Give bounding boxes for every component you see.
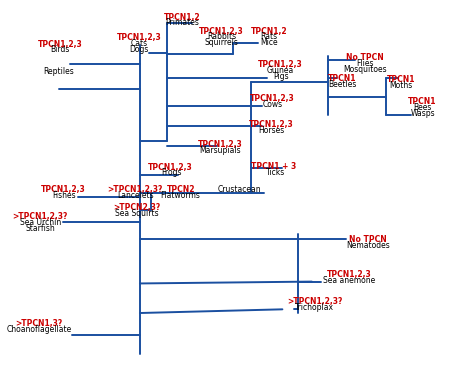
Text: TPCN1,2,3: TPCN1,2,3 bbox=[38, 39, 82, 49]
Text: Choanoflagellate: Choanoflagellate bbox=[6, 325, 72, 334]
Text: >TPCN1,2,3?: >TPCN1,2,3? bbox=[13, 212, 68, 221]
Text: Mosquitoes: Mosquitoes bbox=[342, 65, 386, 74]
Text: Cats: Cats bbox=[130, 39, 147, 48]
Text: TPCN1,2,3: TPCN1,2,3 bbox=[41, 185, 85, 194]
Text: Horses: Horses bbox=[257, 126, 284, 135]
Text: No TPCN: No TPCN bbox=[349, 235, 386, 244]
Text: TPCN1,2,3: TPCN1,2,3 bbox=[198, 140, 242, 150]
Text: TPCN1: TPCN1 bbox=[407, 97, 436, 106]
Text: TPCN1,2,3: TPCN1,2,3 bbox=[248, 120, 293, 129]
Text: TPCN2: TPCN2 bbox=[166, 186, 194, 194]
Text: Lancelets: Lancelets bbox=[117, 191, 153, 200]
Text: Sea anemone: Sea anemone bbox=[323, 276, 375, 285]
Text: Rats: Rats bbox=[260, 33, 277, 42]
Text: TPCN1,2,3: TPCN1,2,3 bbox=[257, 60, 302, 69]
Text: Wasps: Wasps bbox=[409, 109, 434, 118]
Text: Bees: Bees bbox=[413, 103, 431, 112]
Text: TPCN1,2: TPCN1,2 bbox=[250, 27, 287, 36]
Text: Starfish: Starfish bbox=[25, 224, 55, 233]
Text: Beetles: Beetles bbox=[327, 80, 356, 89]
Text: Mice: Mice bbox=[260, 38, 277, 47]
Text: Fishes: Fishes bbox=[52, 191, 75, 200]
Text: TPCN1: TPCN1 bbox=[327, 74, 356, 83]
Text: Moths: Moths bbox=[388, 81, 412, 89]
Text: Birds: Birds bbox=[50, 45, 69, 55]
Text: Squirrels: Squirrels bbox=[204, 38, 238, 47]
Text: Guinea: Guinea bbox=[266, 66, 294, 75]
Text: Sea Squirts: Sea Squirts bbox=[115, 209, 158, 218]
Text: >TPCN1,2,3?: >TPCN1,2,3? bbox=[287, 297, 342, 306]
Text: TPCN1: TPCN1 bbox=[386, 75, 414, 83]
Text: TPCN1,2,3: TPCN1,2,3 bbox=[326, 270, 371, 279]
Text: Nematodes: Nematodes bbox=[346, 241, 389, 250]
Text: Rabbits: Rabbits bbox=[206, 33, 235, 42]
Text: TPCN1,2,3: TPCN1,2,3 bbox=[250, 94, 294, 103]
Text: No TPCN: No TPCN bbox=[345, 53, 383, 62]
Text: >TPCN1,2,3?: >TPCN1,2,3? bbox=[107, 185, 163, 194]
Text: TPCN1,2: TPCN1,2 bbox=[163, 13, 200, 22]
Text: Sea Urchin: Sea Urchin bbox=[20, 218, 61, 227]
Text: Reptiles: Reptiles bbox=[44, 67, 74, 76]
Text: TPCN1,2,3: TPCN1,2,3 bbox=[116, 33, 161, 42]
Text: TPCN1,2,3: TPCN1,2,3 bbox=[199, 27, 243, 36]
Text: TPCN1 + 3: TPCN1 + 3 bbox=[250, 162, 295, 171]
Text: Flatworms: Flatworms bbox=[160, 191, 200, 200]
Text: TPCN1,2,3: TPCN1,2,3 bbox=[148, 162, 193, 171]
Text: Cows: Cows bbox=[262, 100, 282, 109]
Text: >TPCN2,3?: >TPCN2,3? bbox=[113, 203, 160, 212]
Text: Flies: Flies bbox=[355, 59, 373, 68]
Text: Trichoplax: Trichoplax bbox=[295, 303, 334, 312]
Text: >TPCN1,3?: >TPCN1,3? bbox=[15, 319, 63, 328]
Text: Dogs: Dogs bbox=[129, 45, 148, 54]
Text: Primates: Primates bbox=[165, 19, 199, 27]
Text: Pigs: Pigs bbox=[272, 72, 288, 81]
Text: Frogs: Frogs bbox=[161, 168, 181, 177]
Text: Marsupials: Marsupials bbox=[199, 146, 241, 155]
Text: Crustacean: Crustacean bbox=[217, 186, 261, 194]
Text: Ticks: Ticks bbox=[265, 168, 284, 177]
